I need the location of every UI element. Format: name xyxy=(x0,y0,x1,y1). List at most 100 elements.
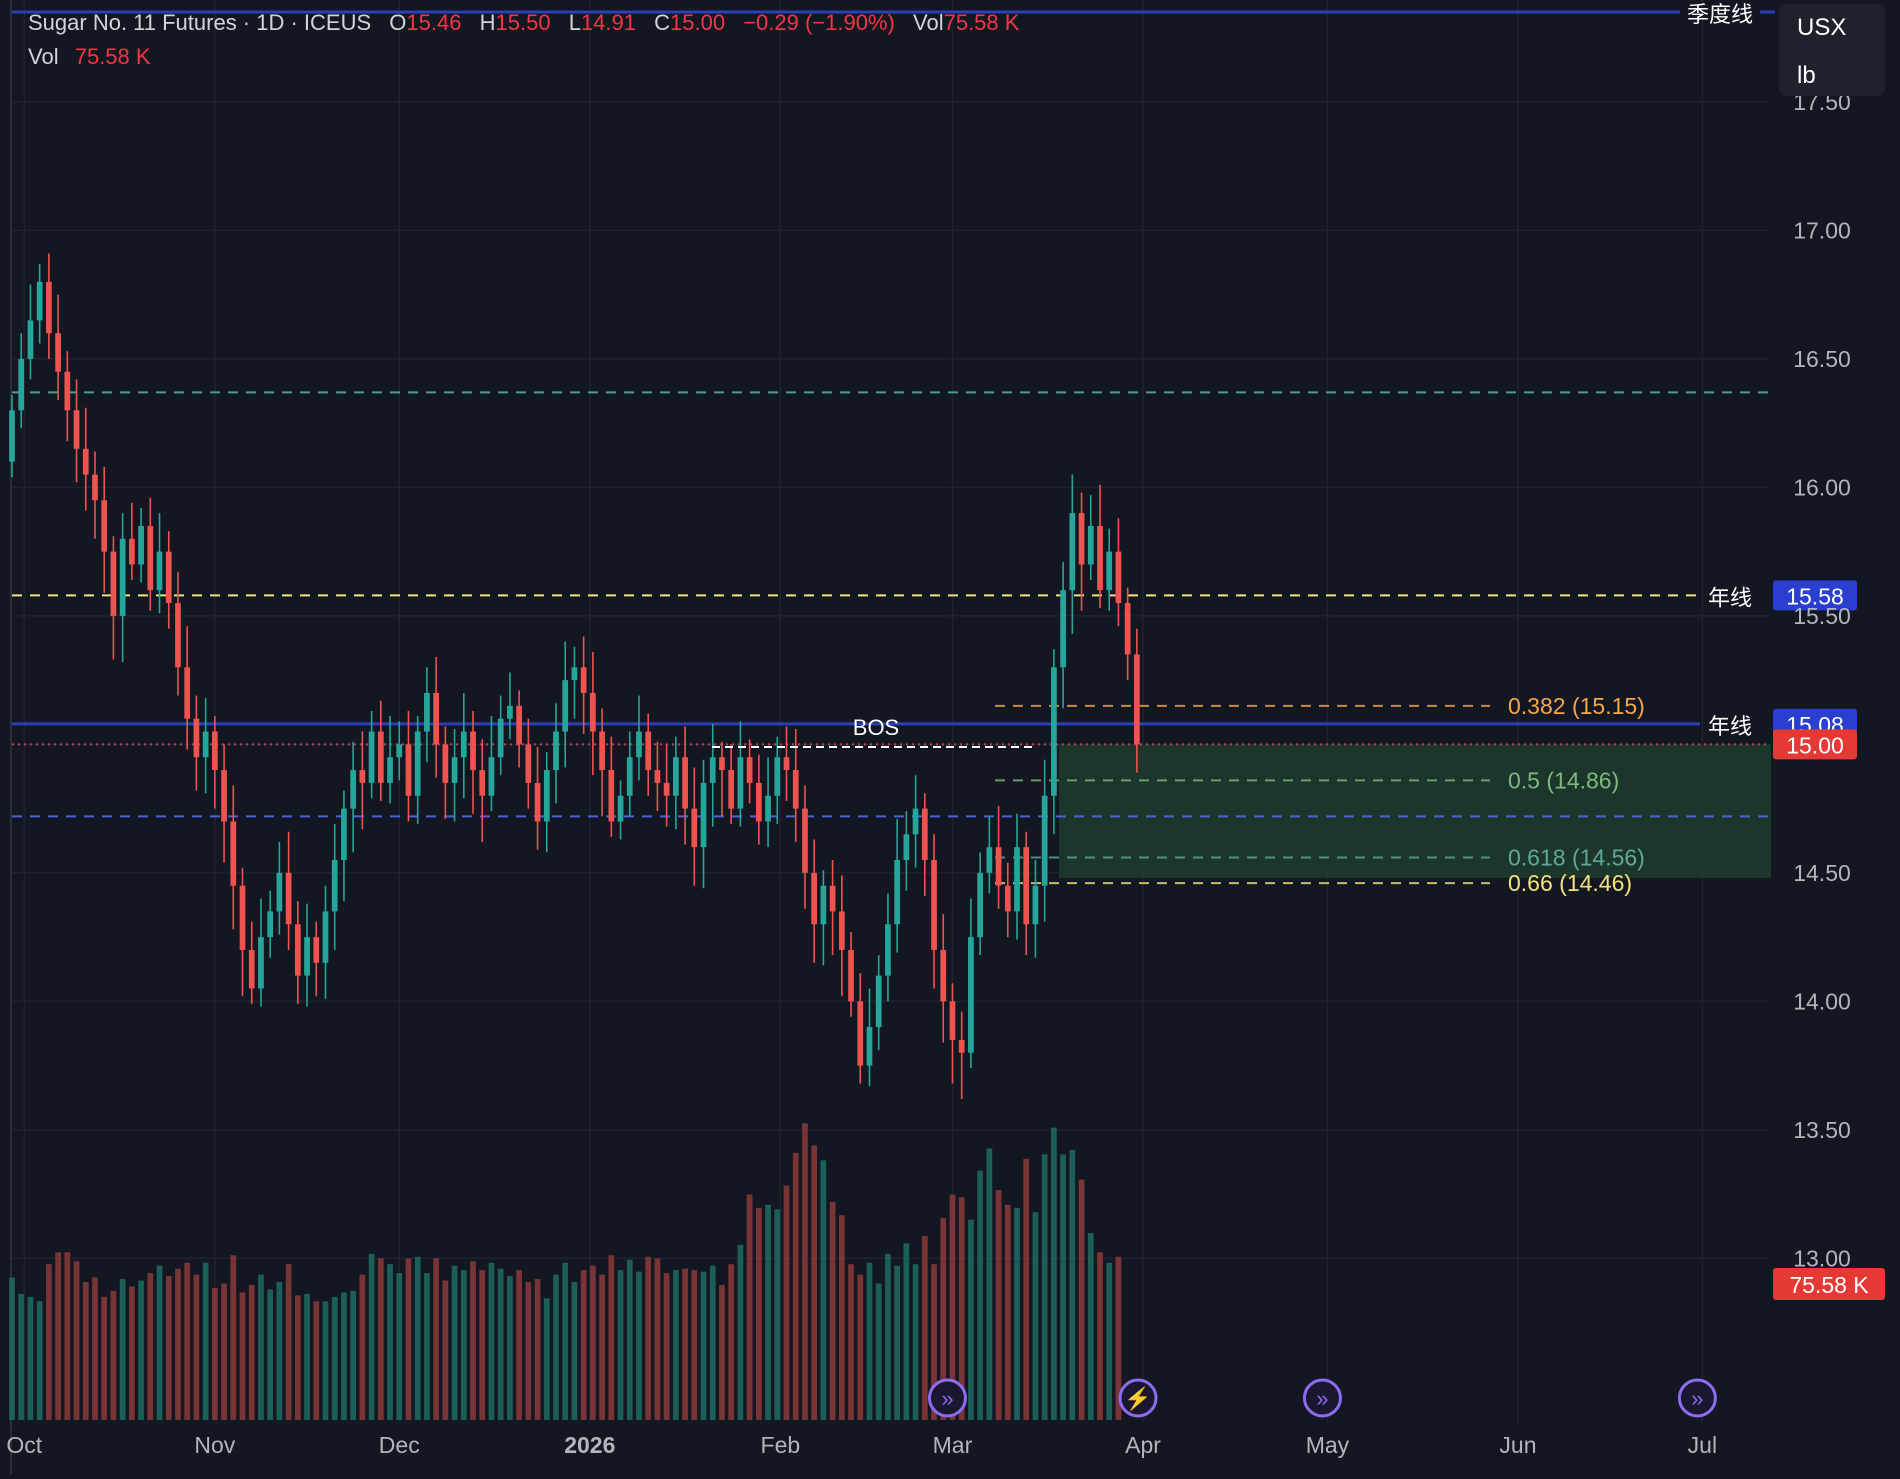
candle[interactable] xyxy=(73,410,80,449)
candle[interactable] xyxy=(903,834,910,861)
candle[interactable] xyxy=(396,744,403,758)
candle[interactable] xyxy=(709,757,716,783)
demand-zone[interactable] xyxy=(1059,744,1771,878)
candle[interactable] xyxy=(46,281,52,334)
candle[interactable] xyxy=(414,731,421,796)
candle[interactable] xyxy=(27,320,34,359)
candle[interactable] xyxy=(857,1001,864,1066)
event-marker-icon[interactable]: » xyxy=(1677,1378,1717,1418)
candle[interactable] xyxy=(1097,525,1103,591)
candle[interactable] xyxy=(626,757,633,796)
candle[interactable] xyxy=(968,937,974,1053)
candle[interactable] xyxy=(958,1039,965,1053)
candle[interactable] xyxy=(442,744,449,783)
candle[interactable] xyxy=(55,333,61,372)
event-marker-icon[interactable]: » xyxy=(1302,1378,1342,1418)
candle[interactable] xyxy=(1078,513,1085,565)
currency-unit-selector[interactable]: USX lb xyxy=(1779,4,1885,96)
candle[interactable] xyxy=(331,860,338,912)
candle[interactable] xyxy=(488,757,495,796)
candle[interactable] xyxy=(885,924,891,976)
candle[interactable] xyxy=(138,525,144,565)
candle[interactable] xyxy=(516,705,522,745)
candle[interactable] xyxy=(451,757,458,783)
candle[interactable] xyxy=(211,731,218,771)
candle[interactable] xyxy=(359,770,366,783)
candle[interactable] xyxy=(866,1027,873,1066)
candle[interactable] xyxy=(1115,551,1122,604)
candle[interactable] xyxy=(175,603,181,668)
candle[interactable] xyxy=(645,731,652,771)
candle[interactable] xyxy=(405,744,412,796)
candle[interactable] xyxy=(682,757,688,809)
candle[interactable] xyxy=(949,1001,956,1040)
candle[interactable] xyxy=(101,500,108,552)
candle[interactable] xyxy=(765,795,771,822)
candle[interactable] xyxy=(1041,795,1048,886)
candle[interactable] xyxy=(534,782,541,822)
candle[interactable] xyxy=(18,358,25,411)
candle[interactable] xyxy=(350,770,357,809)
candle[interactable] xyxy=(1134,654,1140,745)
event-marker-icon[interactable]: ⚡ xyxy=(1118,1378,1158,1418)
candle[interactable] xyxy=(875,975,882,1028)
candle[interactable] xyxy=(129,538,135,565)
candle[interactable] xyxy=(64,371,71,411)
candle[interactable] xyxy=(1023,847,1030,925)
candle[interactable] xyxy=(608,770,615,822)
candle[interactable] xyxy=(285,872,292,925)
candle[interactable] xyxy=(1032,885,1039,925)
candle[interactable] xyxy=(663,782,670,796)
candle[interactable] xyxy=(377,731,384,783)
candle[interactable] xyxy=(1051,667,1057,796)
candle[interactable] xyxy=(700,782,707,848)
candle[interactable] xyxy=(1087,525,1094,565)
candle[interactable] xyxy=(921,808,928,861)
candle[interactable] xyxy=(525,744,532,783)
candle[interactable] xyxy=(1060,590,1066,668)
candle[interactable] xyxy=(590,692,596,732)
candle[interactable] xyxy=(267,911,274,938)
candle[interactable] xyxy=(977,872,983,938)
candle[interactable] xyxy=(553,731,559,771)
candle[interactable] xyxy=(829,885,836,912)
candle[interactable] xyxy=(543,770,550,822)
legend-symbol[interactable]: Sugar No. 11 Futures · 1D · ICEUS xyxy=(28,10,372,35)
candle[interactable] xyxy=(313,937,320,963)
candle[interactable] xyxy=(433,692,439,745)
candle[interactable] xyxy=(248,949,255,989)
candle[interactable] xyxy=(147,525,154,591)
candle[interactable] xyxy=(617,795,624,822)
volume-indicator-label[interactable]: Vol xyxy=(28,44,59,69)
candle[interactable] xyxy=(931,860,937,950)
candle[interactable] xyxy=(92,474,98,501)
candle[interactable] xyxy=(1014,847,1020,912)
candle[interactable] xyxy=(110,551,117,616)
candle[interactable] xyxy=(387,757,393,783)
event-marker-icon[interactable]: » xyxy=(927,1378,967,1418)
candle[interactable] xyxy=(783,757,790,771)
candle[interactable] xyxy=(848,949,854,1002)
candle[interactable] xyxy=(156,551,163,591)
candle[interactable] xyxy=(571,667,578,681)
candle[interactable] xyxy=(1004,885,1011,912)
candle[interactable] xyxy=(36,281,43,321)
candle[interactable] xyxy=(746,757,753,783)
candle[interactable] xyxy=(276,872,283,912)
candle[interactable] xyxy=(119,538,126,616)
candle[interactable] xyxy=(230,821,237,886)
candle[interactable] xyxy=(838,911,845,950)
candle[interactable] xyxy=(792,770,799,809)
candle[interactable] xyxy=(811,872,818,925)
candle[interactable] xyxy=(774,757,781,796)
candle[interactable] xyxy=(479,770,486,796)
candle[interactable] xyxy=(1069,513,1076,591)
candle[interactable] xyxy=(894,860,901,925)
candle[interactable] xyxy=(193,718,200,758)
candle[interactable] xyxy=(82,448,89,475)
candle[interactable] xyxy=(728,770,735,809)
candle[interactable] xyxy=(755,782,762,822)
candle[interactable] xyxy=(719,757,725,771)
